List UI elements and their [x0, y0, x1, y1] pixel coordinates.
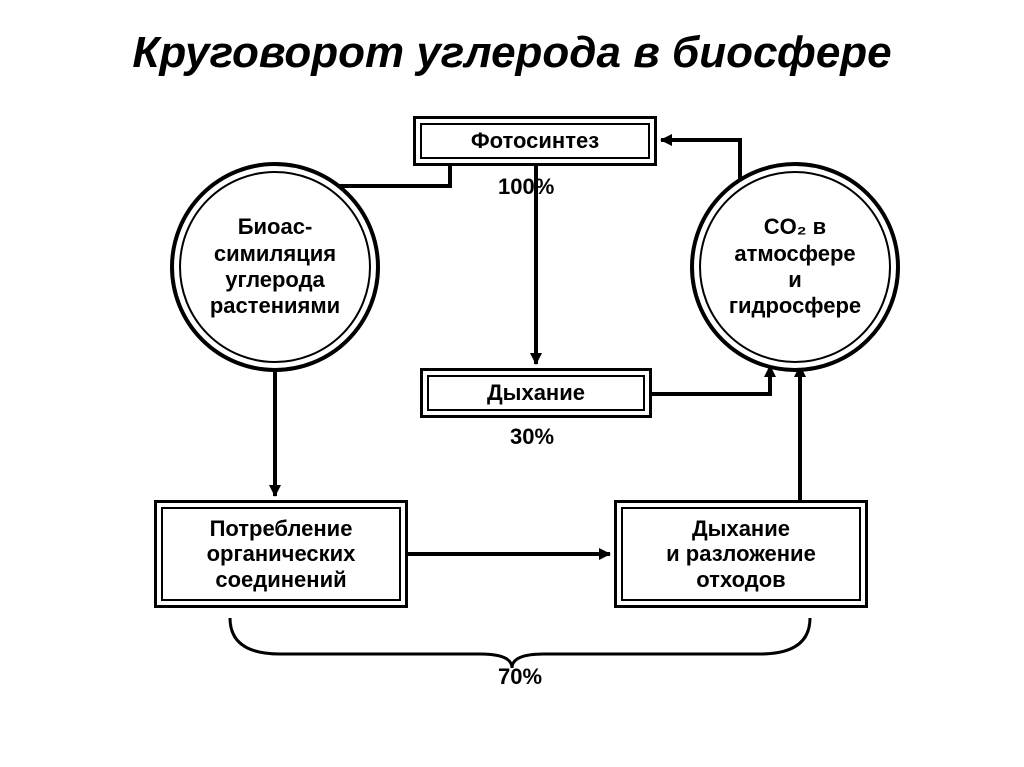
bracket-70	[230, 618, 810, 668]
node-photosynthesis: Фотосинтез	[413, 116, 657, 166]
node-bioassimilation: Биоас- симиляция углерода растениями	[170, 162, 380, 372]
node-decomposition: Дыхание и разложение отходов	[614, 500, 868, 608]
node-decomposition-label: Дыхание и разложение отходов	[666, 516, 816, 592]
pct-30: 30%	[510, 424, 554, 450]
node-photosynthesis-label: Фотосинтез	[471, 128, 599, 153]
node-co2: CO₂ в атмосфере и гидросфере	[690, 162, 900, 372]
edge-resp-to-co2	[652, 366, 770, 394]
node-consumption: Потребление органических соединений	[154, 500, 408, 608]
diagram-canvas: Фотосинтез Биоас- симиляция углерода рас…	[0, 78, 1024, 758]
node-respiration-label: Дыхание	[487, 380, 585, 405]
node-bioassimilation-label: Биоас- симиляция углерода растениями	[210, 214, 340, 320]
pct-100: 100%	[498, 174, 554, 200]
pct-70: 70%	[498, 664, 542, 690]
node-co2-label: CO₂ в атмосфере и гидросфере	[729, 214, 861, 320]
edge-co2-to-photo	[661, 140, 740, 186]
node-respiration: Дыхание	[420, 368, 652, 418]
node-consumption-label: Потребление органических соединений	[207, 516, 356, 592]
page-title: Круговорот углерода в биосфере	[0, 0, 1024, 78]
